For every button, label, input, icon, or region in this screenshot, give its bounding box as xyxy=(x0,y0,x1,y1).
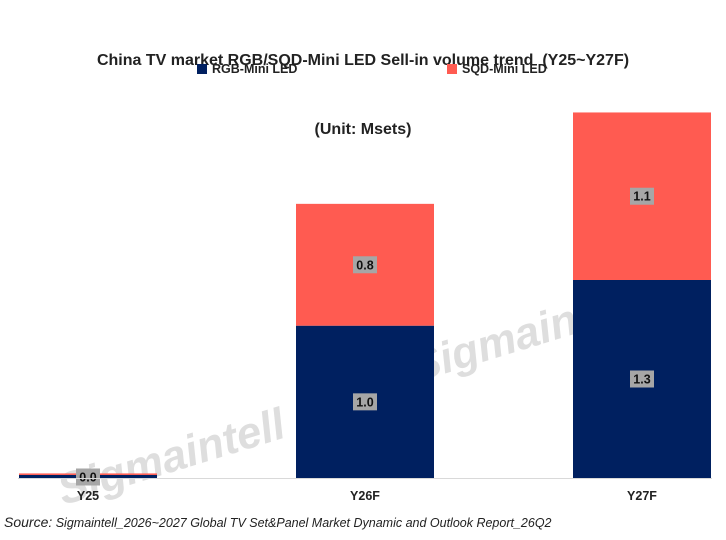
legend-item-sqd-mini-led: SQD-Mini LED xyxy=(447,62,547,76)
x-tick-label-y27f: Y27F xyxy=(627,489,657,503)
legend-swatch-rgb xyxy=(197,64,207,74)
x-tick-label-y26f: Y26F xyxy=(350,489,380,503)
data-label-box-y25-0 xyxy=(76,468,100,486)
data-label-y26f-1: 0.8 xyxy=(356,258,373,272)
x-tick-label-y25: Y25 xyxy=(77,489,99,503)
chart-title: China TV market RGB/SQD-Mini LED Sell-in… xyxy=(0,3,726,164)
legend-item-rgb-mini-led: RGB-Mini LED xyxy=(197,62,297,76)
data-label-y26f-0: 1.0 xyxy=(356,395,373,409)
data-label-y27f-0: 1.3 xyxy=(633,373,650,387)
source-note: Source: Sigmaintell_2026~2027 Global TV … xyxy=(4,514,552,530)
data-label-box-y27f-0 xyxy=(630,370,654,388)
chart-title-line-1: China TV market RGB/SQD-Mini LED Sell-in… xyxy=(96,52,630,69)
legend-label-rgb: RGB-Mini LED xyxy=(212,62,298,76)
source-text: Sigmaintell_2026~2027 Global TV Set&Pane… xyxy=(52,516,552,530)
data-label-y27f-1: 1.1 xyxy=(633,190,650,204)
data-label-box-y26f-1 xyxy=(353,256,377,274)
legend-swatch-sqd xyxy=(447,64,457,74)
legend-label-sqd: SQD-Mini LED xyxy=(462,62,547,76)
source-label: Source: xyxy=(4,514,53,530)
chart-title-line-2: (Unit: Msets) xyxy=(314,121,412,138)
data-label-box-y26f-0 xyxy=(353,393,377,411)
data-label-box-y27f-1 xyxy=(630,187,654,205)
data-label-y25-0: 0.0 xyxy=(79,471,96,485)
